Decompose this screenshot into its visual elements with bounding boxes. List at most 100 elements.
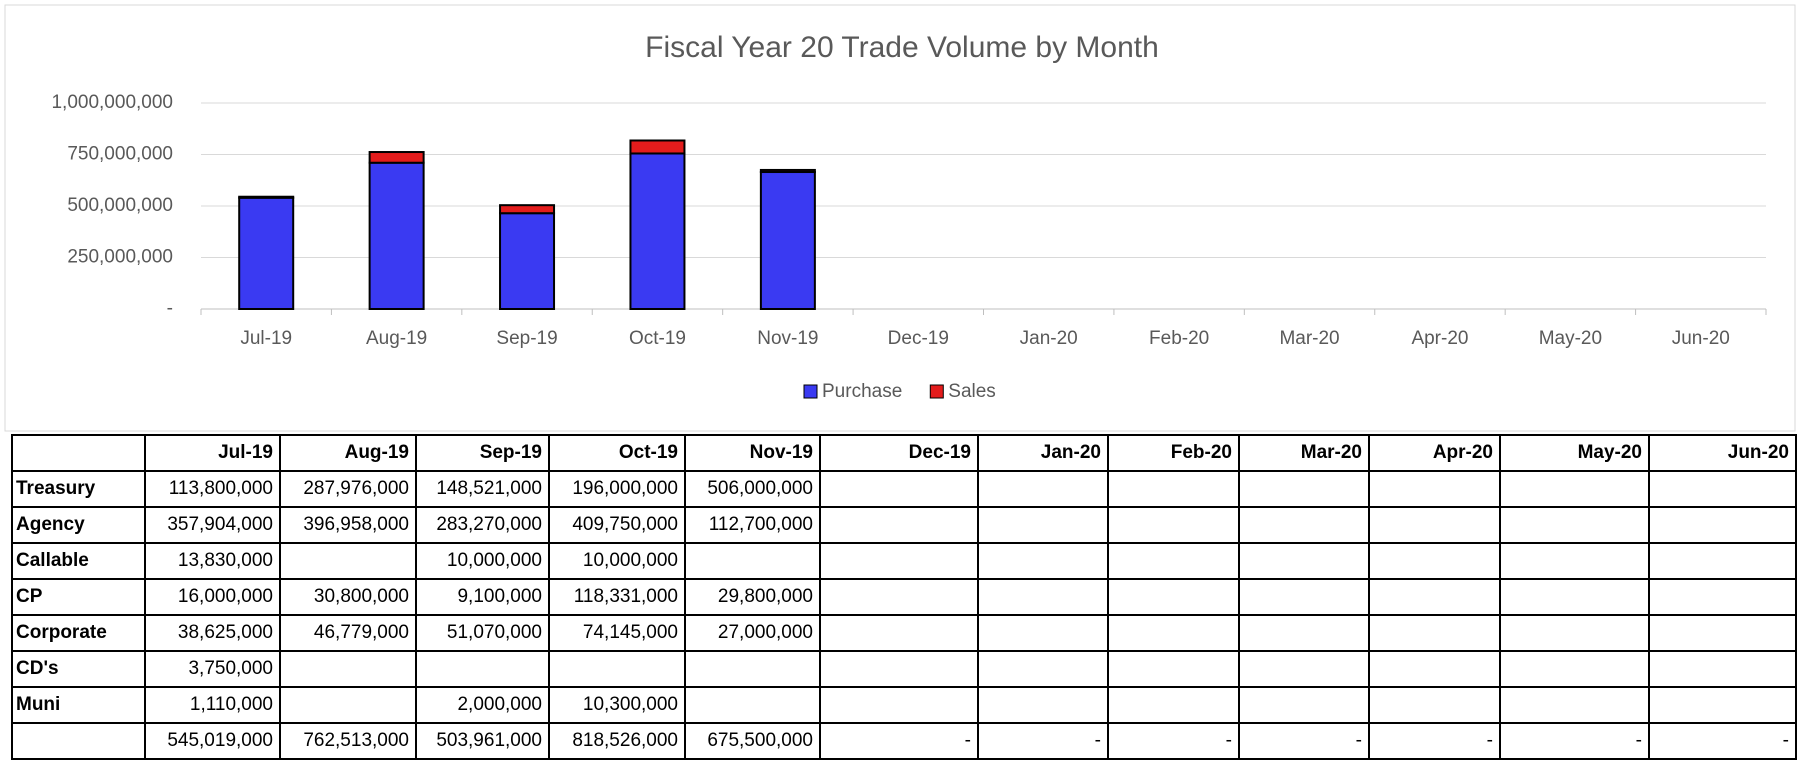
table-cell — [977, 686, 1109, 724]
table-cell — [1499, 470, 1650, 508]
table-cell: Mar-20 — [1238, 434, 1370, 472]
table-cell — [977, 506, 1109, 544]
y-tick-label: 750,000,000 — [67, 144, 173, 165]
legend-label: Sales — [948, 381, 996, 402]
table-cell: 283,270,000 — [415, 506, 550, 544]
table-cell: 287,976,000 — [279, 470, 417, 508]
table-cell — [279, 650, 417, 688]
table-cell — [977, 650, 1109, 688]
x-tick-label: Dec-19 — [888, 328, 949, 349]
table-cell — [11, 434, 146, 472]
table-cell: Dec-19 — [819, 434, 979, 472]
table-cell: 38,625,000 — [144, 614, 281, 652]
table-cell: 10,000,000 — [415, 542, 550, 580]
table-cell: - — [1499, 722, 1650, 760]
y-tick-label: 500,000,000 — [67, 195, 173, 216]
table-cell: - — [977, 722, 1109, 760]
table-cell: - — [1107, 722, 1240, 760]
table-cell — [548, 650, 686, 688]
x-tick-label: Sep-19 — [496, 328, 557, 349]
table-cell: - — [819, 722, 979, 760]
x-tick-label: Jan-20 — [1020, 328, 1078, 349]
table-cell: 10,300,000 — [548, 686, 686, 724]
table-cell: 396,958,000 — [279, 506, 417, 544]
chart-title: Fiscal Year 20 Trade Volume by Month — [645, 31, 1159, 64]
table-cell: - — [1368, 722, 1501, 760]
table-cell — [1107, 614, 1240, 652]
table-row: CP 16,000,000 30,800,000 9,100,000 118,331,0… — [11, 578, 1797, 616]
legend-label: Purchase — [822, 381, 902, 402]
table-cell — [1107, 650, 1240, 688]
table-row: Jul-19 Aug-19 Sep-19 Oct-19 Nov-19 Dec-19 Jan-… — [11, 434, 1797, 472]
table-cell — [1238, 686, 1370, 724]
table-cell — [1648, 578, 1797, 616]
table-cell — [1648, 650, 1797, 688]
table-cell: 46,779,000 — [279, 614, 417, 652]
table-cell — [977, 542, 1109, 580]
table-row: 545,019,000 762,513,000 503,961,000 818,526… — [11, 722, 1797, 760]
bar-segment — [368, 161, 425, 310]
table-cell — [279, 542, 417, 580]
table-cell: Callable — [11, 542, 146, 580]
table-cell — [1107, 578, 1240, 616]
table-cell: Nov-19 — [684, 434, 821, 472]
table-cell — [1368, 578, 1501, 616]
table-cell: Apr-20 — [1368, 434, 1501, 472]
x-tick-label: Nov-19 — [757, 328, 818, 349]
table-cell: 196,000,000 — [548, 470, 686, 508]
table-cell — [1648, 686, 1797, 724]
table-cell — [1368, 614, 1501, 652]
table-cell: 506,000,000 — [684, 470, 821, 508]
x-tick-label: Jul-19 — [240, 328, 292, 349]
table-row: Agency 357,904,000 396,958,000 283,270,000 4… — [11, 506, 1797, 544]
table-cell: 503,961,000 — [415, 722, 550, 760]
table-cell: CP — [11, 578, 146, 616]
data-table: Jul-19 Aug-19 Sep-19 Oct-19 Nov-19 Dec-19 Jan-… — [11, 434, 1797, 760]
bar-segment — [759, 171, 816, 310]
x-tick-label: May-20 — [1539, 328, 1602, 349]
table-cell — [1238, 650, 1370, 688]
table-cell: Aug-19 — [279, 434, 417, 472]
table-cell: 27,000,000 — [684, 614, 821, 652]
table-cell: 545,019,000 — [144, 722, 281, 760]
table-cell: 118,331,000 — [548, 578, 686, 616]
bar-segment — [499, 204, 556, 215]
table-cell: Jul-19 — [144, 434, 281, 472]
table-cell: 409,750,000 — [548, 506, 686, 544]
table-cell: 51,070,000 — [415, 614, 550, 652]
table-cell: 112,700,000 — [684, 506, 821, 544]
table-cell — [819, 578, 979, 616]
table-cell: Muni — [11, 686, 146, 724]
table-cell — [1107, 542, 1240, 580]
bar-segment — [499, 212, 556, 311]
y-tick-label: - — [167, 298, 173, 319]
table-cell: 10,000,000 — [548, 542, 686, 580]
table-row: Corporate 38,625,000 46,779,000 51,070,000 7… — [11, 614, 1797, 652]
table-cell — [819, 470, 979, 508]
table-cell — [819, 542, 979, 580]
table-row: Muni 1,110,000 2,000,000 10,300,000 — [11, 686, 1797, 724]
table-cell: 675,500,000 — [684, 722, 821, 760]
table-cell — [1368, 542, 1501, 580]
table-cell — [1368, 506, 1501, 544]
table-cell: Jun-20 — [1648, 434, 1797, 472]
table-cell — [1368, 650, 1501, 688]
table-cell: 818,526,000 — [548, 722, 686, 760]
table-cell — [684, 542, 821, 580]
table-cell: - — [1238, 722, 1370, 760]
table-cell — [1499, 578, 1650, 616]
table-cell — [1368, 686, 1501, 724]
table-cell: - — [1648, 722, 1797, 760]
table-cell — [415, 650, 550, 688]
table-cell: Corporate — [11, 614, 146, 652]
table-cell: Sep-19 — [415, 434, 550, 472]
table-cell — [1107, 506, 1240, 544]
table-cell: 3,750,000 — [144, 650, 281, 688]
table-cell — [1368, 470, 1501, 508]
bar-segment — [629, 152, 686, 310]
table-cell: CD's — [11, 650, 146, 688]
table-cell: 357,904,000 — [144, 506, 281, 544]
table-cell — [977, 578, 1109, 616]
table-cell: 16,000,000 — [144, 578, 281, 616]
